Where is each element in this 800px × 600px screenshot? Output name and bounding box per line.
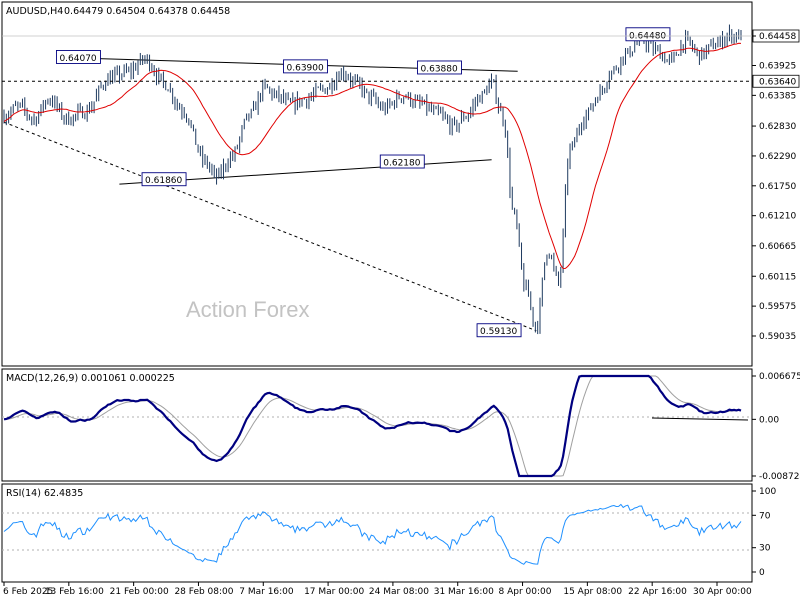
time-tick-label: 13 Feb 16:00 <box>45 587 104 597</box>
rsi-axis: 100 70 30 0 <box>752 487 776 578</box>
price-annotation: 0.64070 <box>55 50 101 64</box>
price-axis: 0.64458 0.63925 0.63385 0.62830 0.62290 0.617… <box>2 29 800 342</box>
watermark: Action Forex <box>186 297 310 322</box>
svg-text:0.61860: 0.61860 <box>145 176 182 186</box>
price-annotation: 0.64480 <box>625 27 671 41</box>
price-annotation: 0.59130 <box>476 323 522 337</box>
rsi-panel <box>1 483 753 583</box>
rsi-title: RSI(14) 62.4835 <box>6 488 83 499</box>
annotations: 0.64070 0.63900 0.63880 0.64480 0.61860 0.621… <box>55 27 671 337</box>
macd-panel <box>1 368 753 482</box>
rsi-tick-label: 70 <box>759 511 771 521</box>
macd-tick-label: 0.006675 <box>759 372 800 382</box>
price-tick-label: 0.61750 <box>759 182 796 192</box>
time-tick-label: 15 Apr 08:00 <box>563 587 622 597</box>
rsi-tick-label: 0 <box>759 568 765 578</box>
price-tick-label: 0.62290 <box>759 152 796 162</box>
price-annotation: 0.63880 <box>417 60 462 74</box>
price-annotation: 0.63900 <box>283 59 328 73</box>
macd-title: MACD(12,26,9) 0.001061 0.000225 <box>6 373 175 384</box>
time-tick-label: 22 Apr 16:00 <box>628 587 687 597</box>
price-tick-label: 0.63385 <box>759 91 796 101</box>
rsi-line <box>3 503 742 565</box>
svg-text:0.63880: 0.63880 <box>421 64 458 74</box>
chart-header-symbol: AUDUSD,H4 <box>6 6 63 17</box>
level-label: 0.63640 <box>759 77 796 87</box>
price-annotation: 0.61860 <box>141 172 187 186</box>
price-tick-label: 0.64458 <box>759 32 796 42</box>
price-annotation: 0.62180 <box>379 154 425 169</box>
macd-trendline <box>651 417 749 421</box>
rsi-tick-label: 100 <box>759 487 776 497</box>
price-panel <box>1 1 753 367</box>
svg-text:0.62180: 0.62180 <box>383 159 420 169</box>
time-tick-label: 28 Feb 08:00 <box>174 587 233 597</box>
price-tick-label: 0.61210 <box>759 212 796 222</box>
rsi-tick-label: 30 <box>759 544 771 554</box>
svg-text:0.64070: 0.64070 <box>59 54 96 64</box>
time-tick-label: 21 Feb 00:00 <box>110 587 169 597</box>
price-tick-label: 0.59035 <box>759 332 796 342</box>
chart-header-ohlc: 0.64479 0.64504 0.64378 0.64458 <box>64 6 230 17</box>
macd-line <box>3 374 742 478</box>
time-tick-label: 30 Apr 00:00 <box>693 587 752 597</box>
time-tick-label: 8 Apr 00:00 <box>499 587 552 597</box>
level-label-box <box>752 74 800 88</box>
price-tick-label: 0.60665 <box>759 242 796 252</box>
moving-average-line <box>3 42 742 270</box>
time-tick-label: 17 Mar 00:00 <box>304 587 364 597</box>
macd-tick-label: -0.008724 <box>759 472 800 482</box>
price-tick-label: 0.60115 <box>759 272 796 282</box>
price-tick-label: 0.59575 <box>759 302 796 312</box>
time-tick-label: 31 Mar 16:00 <box>434 587 494 597</box>
svg-text:0.59130: 0.59130 <box>480 327 517 337</box>
macd-axis: 0.006675 0.00 -0.008724 <box>752 372 800 482</box>
time-tick-label: 6 Feb 2025 <box>3 587 53 597</box>
time-tick-label: 7 Mar 16:00 <box>239 587 294 597</box>
svg-text:0.63900: 0.63900 <box>287 63 324 73</box>
time-tick-label: 24 Mar 08:00 <box>369 587 429 597</box>
price-tick-label: 0.63925 <box>759 61 796 71</box>
macd-tick-label: 0.00 <box>759 415 779 425</box>
price-tick-label: 0.62830 <box>759 122 796 132</box>
long-support-trendline <box>3 121 537 332</box>
